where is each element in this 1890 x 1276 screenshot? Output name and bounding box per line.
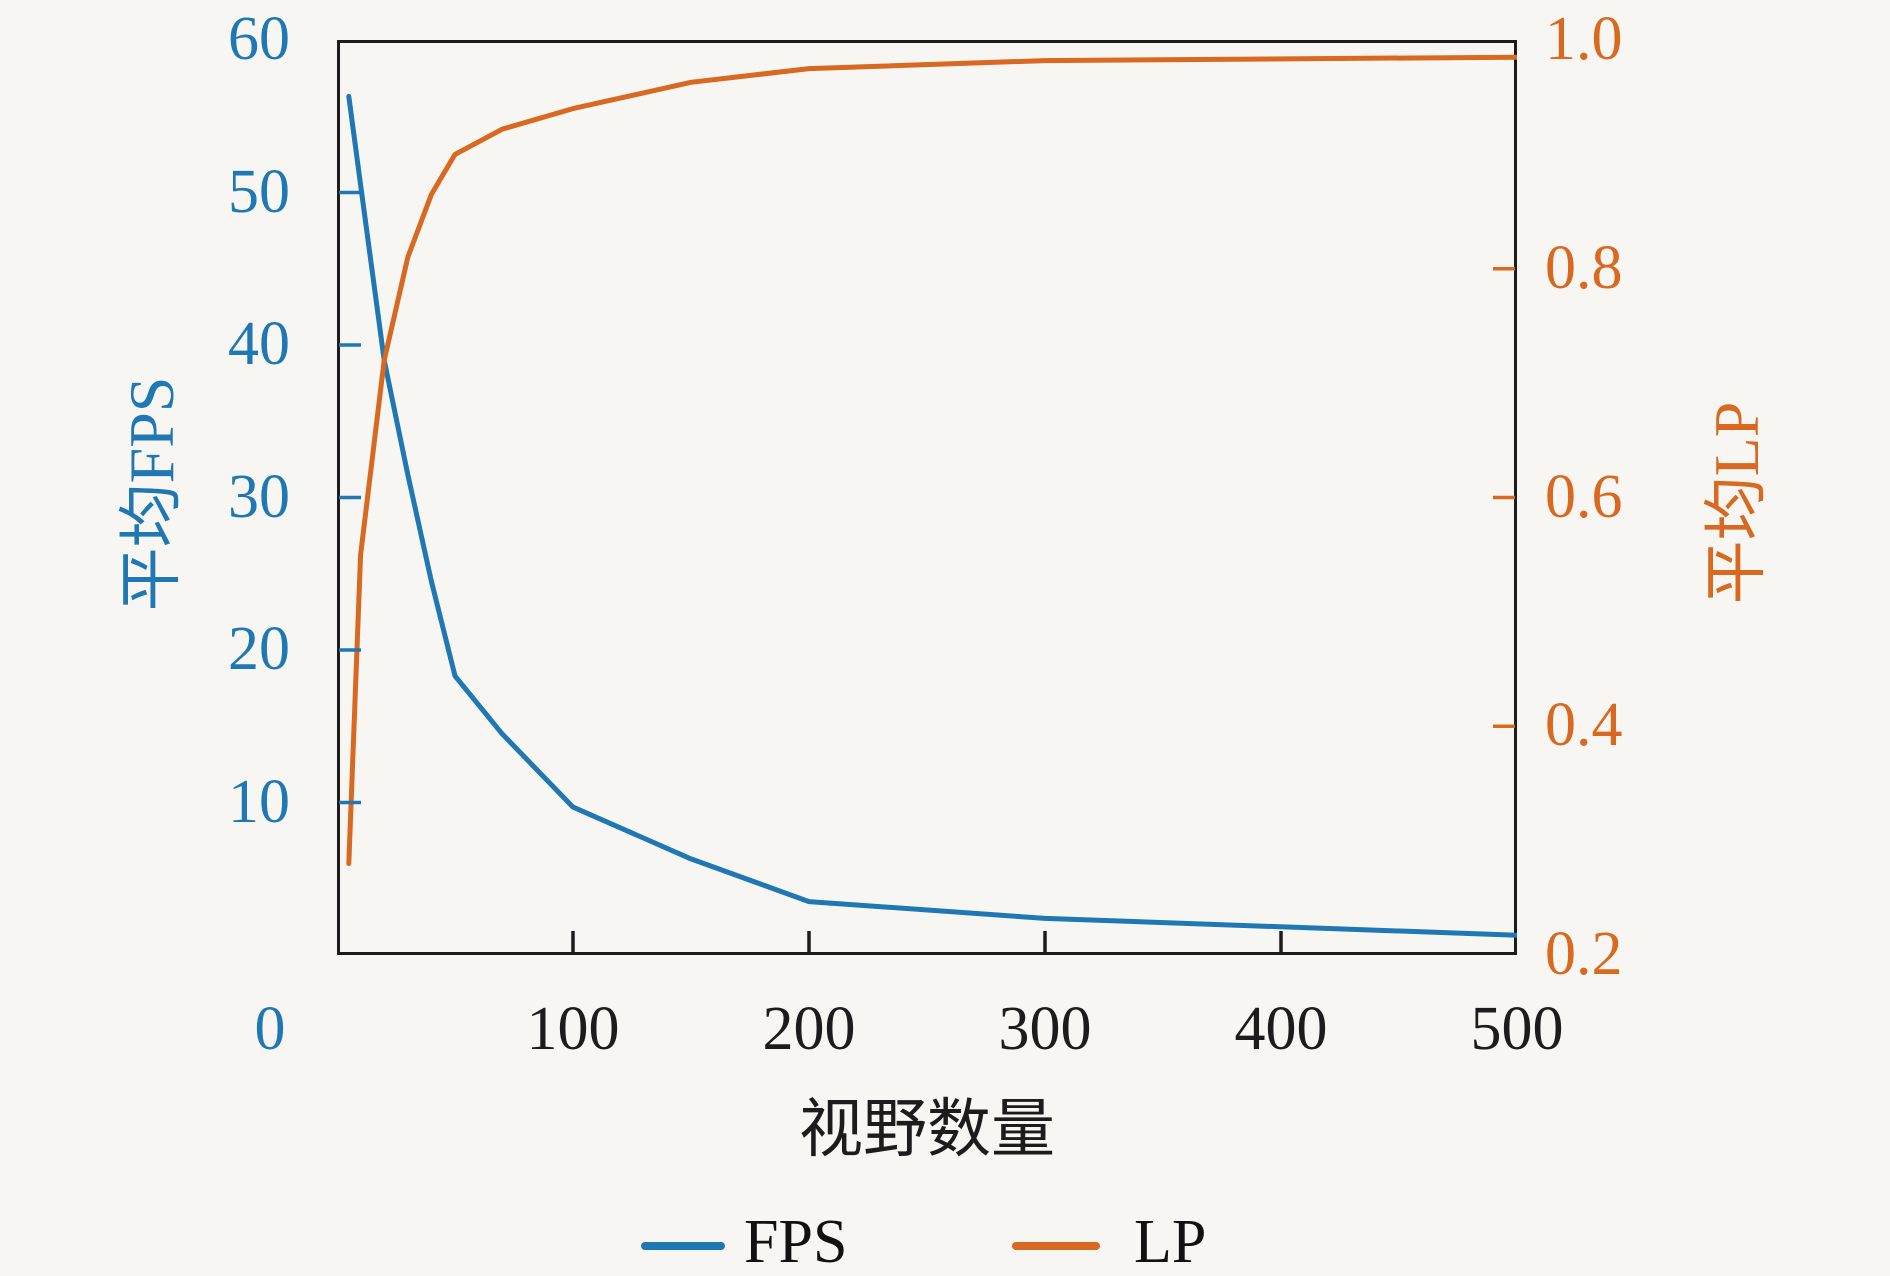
x-tick-label: 200: [762, 995, 856, 1063]
legend-swatch-lp-line: [1012, 1242, 1100, 1250]
x-tick-label: 300: [998, 995, 1092, 1063]
y-left-tick-label: 10: [228, 767, 290, 836]
y-axis-label-right: 平均LP: [1701, 401, 1772, 605]
y-left-tick-label: 40: [228, 310, 290, 378]
series-lp-line: [346, 54, 1517, 866]
x-axis-label: 视野数量: [799, 1094, 1055, 1165]
x-tick-label: 100: [526, 995, 620, 1063]
y-left-tick-label: 20: [228, 615, 290, 683]
y-left-tick-label: 30: [228, 462, 290, 531]
y-right-tick-label: 1.0: [1545, 5, 1623, 73]
x-tick-label: 500: [1470, 995, 1564, 1063]
y-right-tick-label: 0.4: [1545, 691, 1623, 760]
x-tick-label: 400: [1234, 995, 1328, 1063]
x-tick-label-zero: 0: [254, 995, 286, 1063]
y-left-tick-label: 60: [228, 5, 290, 73]
y-right-tick-label: 0.2: [1545, 920, 1623, 988]
legend-swatch-fps-line: [641, 1242, 725, 1250]
legend-label-fps: FPS: [744, 1208, 848, 1276]
y-left-tick-label: 50: [228, 157, 290, 226]
legend-label-lp: LP: [1134, 1208, 1207, 1276]
plot-area: [337, 40, 1517, 955]
y-right-tick-label: 0.8: [1545, 233, 1623, 302]
series-fps-line: [346, 93, 1517, 938]
y-right-tick-label: 0.6: [1545, 462, 1623, 531]
chart-canvas: [339, 54, 1517, 953]
